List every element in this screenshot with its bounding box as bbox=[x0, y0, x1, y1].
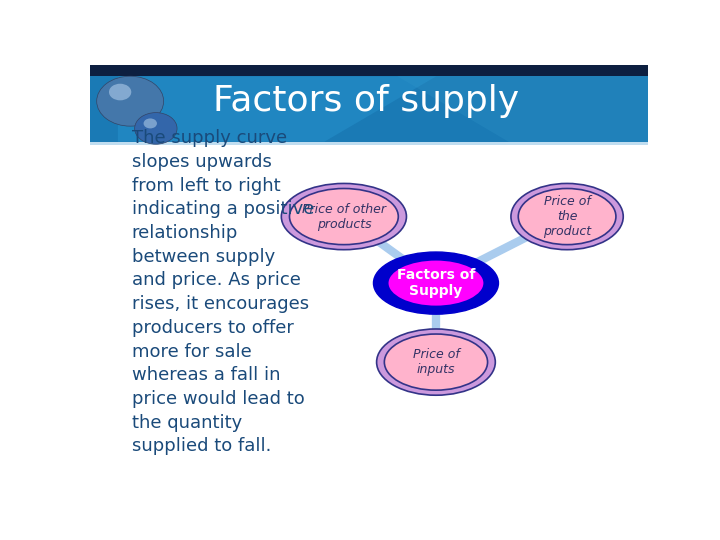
Text: relationship: relationship bbox=[132, 224, 238, 242]
Text: the quantity: the quantity bbox=[132, 414, 242, 431]
Ellipse shape bbox=[384, 334, 487, 390]
Text: Price of
inputs: Price of inputs bbox=[413, 348, 459, 376]
Circle shape bbox=[135, 113, 177, 144]
Ellipse shape bbox=[377, 329, 495, 395]
Ellipse shape bbox=[282, 184, 407, 249]
Text: Price of
the
product: Price of the product bbox=[543, 195, 591, 238]
Ellipse shape bbox=[289, 188, 398, 245]
Text: Price of other
products: Price of other products bbox=[302, 202, 386, 231]
Text: between supply: between supply bbox=[132, 248, 275, 266]
Ellipse shape bbox=[387, 259, 485, 307]
Text: supplied to fall.: supplied to fall. bbox=[132, 437, 271, 455]
Circle shape bbox=[109, 84, 131, 100]
Text: rises, it encourages: rises, it encourages bbox=[132, 295, 309, 313]
FancyBboxPatch shape bbox=[90, 77, 648, 141]
Text: and price. As price: and price. As price bbox=[132, 272, 301, 289]
Text: from left to right: from left to right bbox=[132, 177, 281, 194]
Circle shape bbox=[143, 118, 157, 129]
FancyBboxPatch shape bbox=[90, 65, 648, 77]
Text: Factors of
Supply: Factors of Supply bbox=[397, 268, 475, 298]
Ellipse shape bbox=[518, 188, 616, 245]
Text: indicating a positive: indicating a positive bbox=[132, 200, 314, 218]
Polygon shape bbox=[397, 77, 648, 141]
FancyBboxPatch shape bbox=[90, 145, 648, 146]
Text: price would lead to: price would lead to bbox=[132, 390, 305, 408]
Ellipse shape bbox=[511, 184, 624, 249]
FancyBboxPatch shape bbox=[90, 141, 648, 145]
Text: slopes upwards: slopes upwards bbox=[132, 153, 271, 171]
Text: producers to offer: producers to offer bbox=[132, 319, 294, 337]
Circle shape bbox=[121, 97, 153, 120]
Text: The supply curve: The supply curve bbox=[132, 129, 287, 147]
Polygon shape bbox=[118, 77, 436, 141]
Circle shape bbox=[96, 76, 163, 126]
Ellipse shape bbox=[374, 252, 498, 314]
Text: whereas a fall in: whereas a fall in bbox=[132, 366, 280, 384]
Text: more for sale: more for sale bbox=[132, 342, 251, 361]
Text: Factors of supply: Factors of supply bbox=[213, 84, 519, 118]
